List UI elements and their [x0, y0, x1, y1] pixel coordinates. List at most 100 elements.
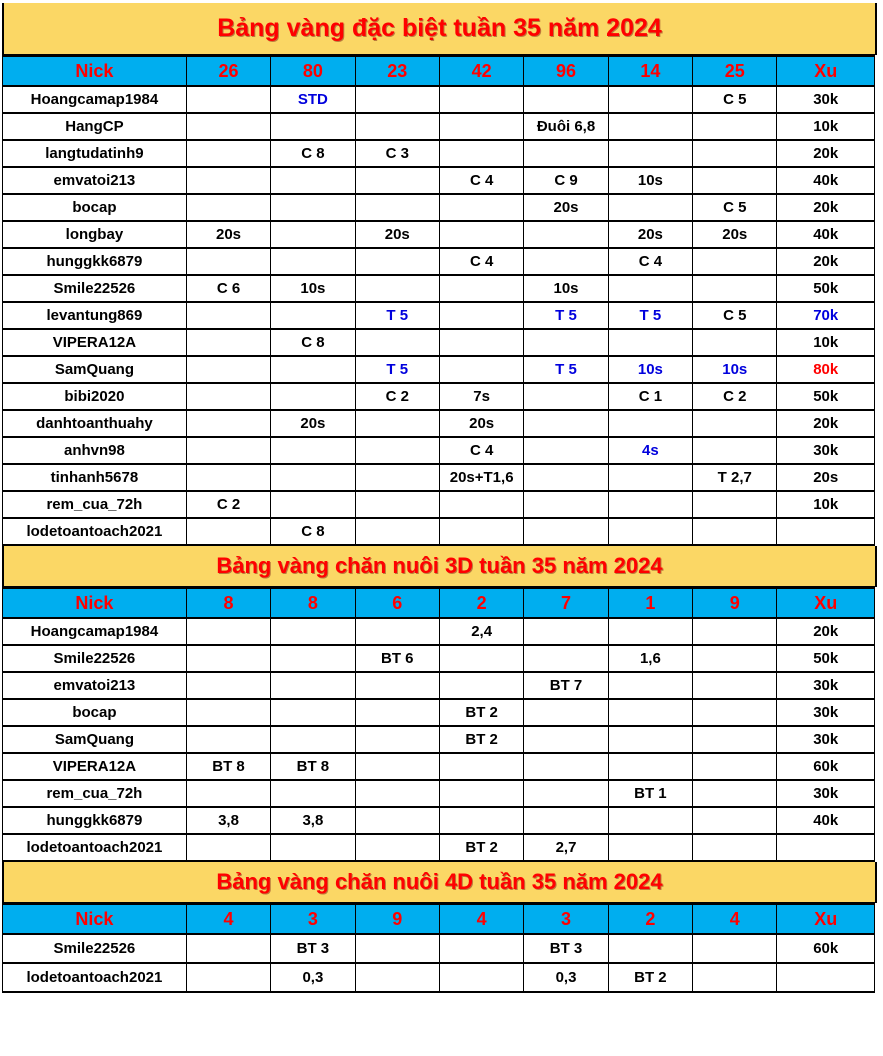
- number-column-header: 2: [438, 587, 525, 619]
- value-cell: 20s: [270, 409, 356, 438]
- value-cell: 0,3: [523, 962, 609, 993]
- value-cell: [270, 166, 356, 195]
- value-cell: [692, 933, 778, 964]
- value-cell: C 8: [270, 139, 356, 168]
- value-cell: [607, 517, 694, 546]
- value-cell: T 5: [607, 301, 694, 330]
- value-cell: C 6: [185, 274, 272, 303]
- value-cell: [185, 247, 272, 276]
- value-cell: 3,8: [185, 806, 272, 835]
- nick-cell: bocap: [2, 698, 187, 727]
- number-column-header: 8: [185, 587, 272, 619]
- value-cell: 20s+T1,6: [438, 463, 525, 492]
- table-row: HangCP Đuôi 6,8 10k: [2, 112, 875, 141]
- value-cell: [185, 933, 272, 964]
- value-cell: C 1: [607, 382, 694, 411]
- value-cell: [438, 490, 525, 519]
- xu-cell: 50k: [776, 382, 875, 411]
- number-column-header: 1: [607, 587, 694, 619]
- value-cell: [270, 671, 356, 700]
- number-column-header: 3: [523, 903, 609, 935]
- value-cell: [354, 698, 440, 727]
- value-cell: [354, 436, 440, 465]
- value-cell: [185, 436, 272, 465]
- xu-cell: [776, 962, 875, 993]
- value-cell: [438, 779, 525, 808]
- table-row: rem_cua_72h BT 1 30k: [2, 779, 875, 808]
- xu-cell: 20k: [776, 617, 875, 646]
- value-cell: [354, 409, 440, 438]
- value-cell: [692, 644, 778, 673]
- number-column-header: 80: [270, 55, 356, 87]
- value-cell: [270, 463, 356, 492]
- nick-cell: Hoangcamap1984: [2, 85, 187, 114]
- value-cell: [607, 833, 694, 862]
- value-cell: BT 8: [270, 752, 356, 781]
- board-special-banner: Bảng vàng đặc biệt tuần 35 năm 2024: [2, 3, 877, 55]
- xu-cell: 30k: [776, 725, 875, 754]
- value-cell: [354, 725, 440, 754]
- value-cell: [354, 112, 440, 141]
- value-cell: [607, 139, 694, 168]
- value-cell: 0,3: [270, 962, 356, 993]
- value-cell: [270, 725, 356, 754]
- value-cell: [607, 274, 694, 303]
- value-cell: [438, 962, 525, 993]
- value-cell: Đuôi 6,8: [523, 112, 609, 141]
- value-cell: [185, 112, 272, 141]
- value-cell: [354, 933, 440, 964]
- nick-cell: HangCP: [2, 112, 187, 141]
- value-cell: C 4: [438, 166, 525, 195]
- xu-cell: 10k: [776, 490, 875, 519]
- value-cell: [523, 139, 609, 168]
- value-cell: [523, 436, 609, 465]
- nick-cell: rem_cua_72h: [2, 779, 187, 808]
- table-row: VIPERA12A BT 8 BT 8 60k: [2, 752, 875, 781]
- number-column-header: 42: [438, 55, 525, 87]
- value-cell: [185, 671, 272, 700]
- number-column-header: 9: [692, 587, 778, 619]
- nick-cell: bibi2020: [2, 382, 187, 411]
- value-cell: [185, 833, 272, 862]
- value-cell: [354, 274, 440, 303]
- value-cell: BT 2: [438, 725, 525, 754]
- nick-cell: lodetoantoach2021: [2, 833, 187, 862]
- xu-cell: 20k: [776, 193, 875, 222]
- value-cell: [354, 671, 440, 700]
- value-cell: [354, 490, 440, 519]
- board-4d-banner: Bảng vàng chăn nuôi 4D tuần 35 năm 2024: [2, 862, 877, 903]
- value-cell: [354, 617, 440, 646]
- table-row: tinhanh5678 20s+T1,6 T 2,7 20s: [2, 463, 875, 492]
- value-cell: C 5: [692, 301, 778, 330]
- value-cell: [438, 301, 525, 330]
- value-cell: [523, 463, 609, 492]
- value-cell: T 5: [354, 301, 440, 330]
- value-cell: [692, 962, 778, 993]
- value-cell: 10s: [523, 274, 609, 303]
- nick-cell: SamQuang: [2, 725, 187, 754]
- value-cell: BT 2: [438, 698, 525, 727]
- value-cell: [692, 328, 778, 357]
- value-cell: BT 3: [270, 933, 356, 964]
- value-cell: BT 7: [523, 671, 609, 700]
- value-cell: [438, 671, 525, 700]
- value-cell: [354, 962, 440, 993]
- nick-column-header: Nick: [2, 587, 187, 619]
- table-row: VIPERA12A C 8 10k: [2, 328, 875, 357]
- value-cell: [438, 806, 525, 835]
- table-row: anhvn98 C 4 4s 30k: [2, 436, 875, 465]
- number-column-header: 25: [692, 55, 778, 87]
- xu-cell: 50k: [776, 644, 875, 673]
- value-cell: 10s: [607, 355, 694, 384]
- board-3d-title: Bảng vàng chăn nuôi 3D tuần 35 năm 2024: [216, 553, 663, 578]
- value-cell: [354, 193, 440, 222]
- value-cell: 10s: [692, 355, 778, 384]
- value-cell: [607, 933, 694, 964]
- xu-column-header: Xu: [776, 903, 875, 935]
- value-cell: [523, 382, 609, 411]
- value-cell: [607, 112, 694, 141]
- value-cell: [270, 436, 356, 465]
- value-cell: [607, 193, 694, 222]
- value-cell: [607, 328, 694, 357]
